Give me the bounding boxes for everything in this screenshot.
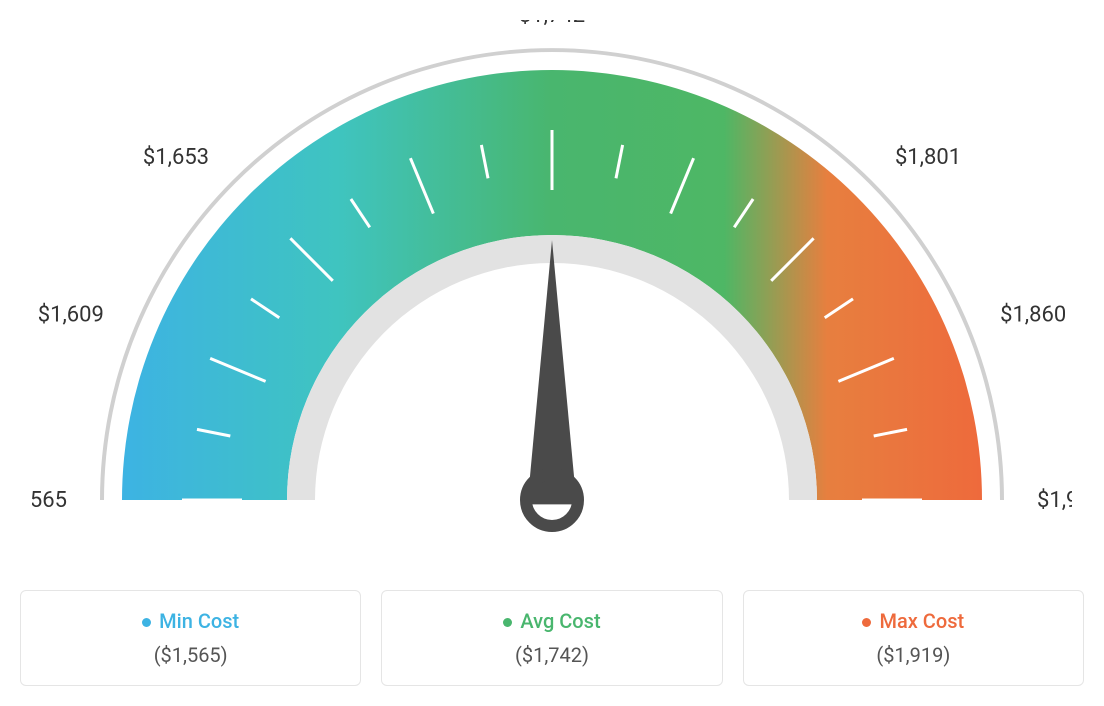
dot-icon xyxy=(503,618,512,627)
legend-label: Max Cost xyxy=(879,609,964,633)
tick-label: $1,801 xyxy=(895,145,961,170)
legend-card-min: Min Cost ($1,565) xyxy=(20,590,361,686)
legend-card-max: Max Cost ($1,919) xyxy=(743,590,1084,686)
legend-value-max: ($1,919) xyxy=(754,643,1073,667)
legend-card-avg: Avg Cost ($1,742) xyxy=(381,590,722,686)
legend-value-avg: ($1,742) xyxy=(392,643,711,667)
legend-label: Avg Cost xyxy=(520,609,600,633)
legend-title-avg: Avg Cost xyxy=(392,609,711,633)
tick-label: $1,609 xyxy=(38,302,104,327)
tick-label: $1,565 xyxy=(32,488,67,513)
legend-title-min: Min Cost xyxy=(31,609,350,633)
tick-label: $1,919 xyxy=(1037,488,1072,513)
legend-label: Min Cost xyxy=(159,609,239,633)
tick-label: $1,742 xyxy=(519,20,585,28)
tick-label: $1,860 xyxy=(1000,302,1066,327)
chart-container: $1,565 $1,609 $1,653 $1,742 $1,801 $1,860 $1,9… xyxy=(20,20,1084,686)
legend-value-min: ($1,565) xyxy=(31,643,350,667)
gauge-wrap: $1,565 $1,609 $1,653 $1,742 $1,801 $1,860 $1,9… xyxy=(20,20,1084,570)
tick-label: $1,653 xyxy=(143,145,209,170)
gauge-needle xyxy=(527,240,576,504)
legend-title-max: Max Cost xyxy=(754,609,1073,633)
legend-row: Min Cost ($1,565) Avg Cost ($1,742) Max … xyxy=(20,590,1084,686)
gauge-chart: $1,565 $1,609 $1,653 $1,742 $1,801 $1,860 $1,9… xyxy=(32,20,1072,570)
dot-icon xyxy=(142,618,151,627)
dot-icon xyxy=(862,618,871,627)
